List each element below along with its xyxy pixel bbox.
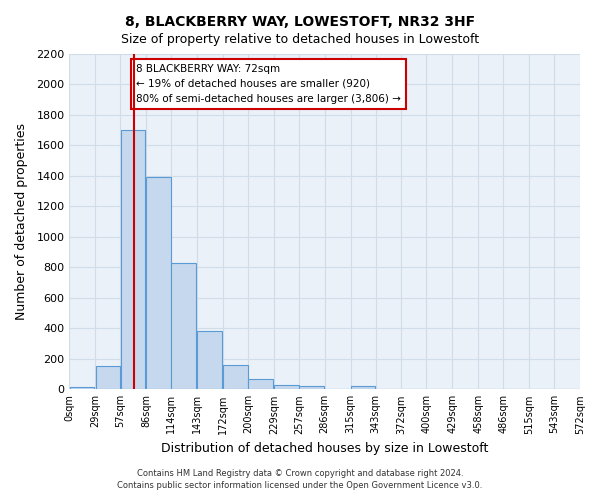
Bar: [248, 380, 273, 390]
Bar: [70, 387, 94, 390]
X-axis label: Distribution of detached houses by size in Lowestoft: Distribution of detached houses by size …: [161, 442, 488, 455]
Bar: [274, 386, 299, 390]
Y-axis label: Number of detached properties: Number of detached properties: [15, 123, 28, 320]
Text: 8, BLACKBERRY WAY, LOWESTOFT, NR32 3HF: 8, BLACKBERRY WAY, LOWESTOFT, NR32 3HF: [125, 15, 475, 29]
Bar: [146, 178, 171, 390]
Bar: [172, 263, 196, 390]
Bar: [197, 330, 222, 390]
Bar: [95, 366, 120, 390]
Text: 8 BLACKBERRY WAY: 72sqm
← 19% of detached houses are smaller (920)
80% of semi-d: 8 BLACKBERRY WAY: 72sqm ← 19% of detache…: [136, 64, 401, 104]
Bar: [351, 386, 376, 390]
Text: Size of property relative to detached houses in Lowestoft: Size of property relative to detached ho…: [121, 32, 479, 46]
Bar: [223, 365, 248, 390]
Bar: [121, 130, 145, 390]
Text: Contains HM Land Registry data © Crown copyright and database right 2024.
Contai: Contains HM Land Registry data © Crown c…: [118, 468, 482, 490]
Bar: [299, 386, 323, 390]
